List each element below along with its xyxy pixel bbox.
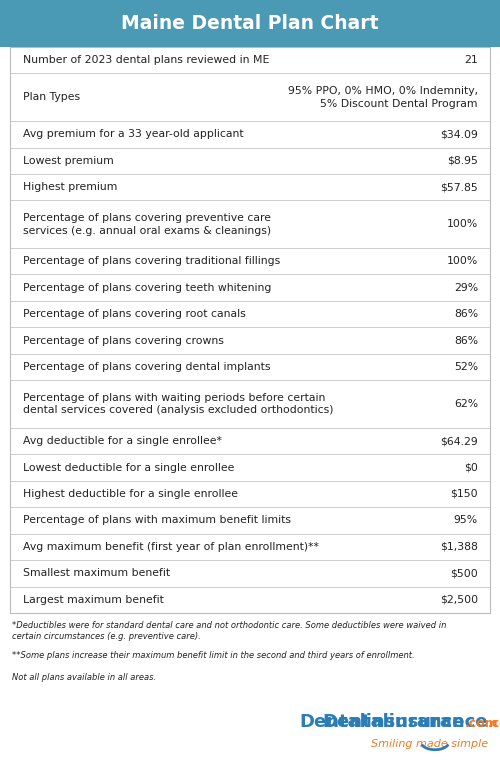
Text: Percentage of plans with waiting periods before certain
dental services covered : Percentage of plans with waiting periods… <box>23 392 334 415</box>
Text: Not all plans available in all areas.: Not all plans available in all areas. <box>12 673 156 682</box>
Text: $0: $0 <box>464 463 478 473</box>
Text: Percentage of plans covering root canals: Percentage of plans covering root canals <box>23 309 246 319</box>
Text: $150: $150 <box>450 489 478 499</box>
Text: **Some plans increase their maximum benefit limit in the second and third years : **Some plans increase their maximum bene… <box>12 651 414 660</box>
Text: Dentalinsurance: Dentalinsurance <box>322 713 488 731</box>
Text: 21: 21 <box>464 55 478 65</box>
Text: Lowest deductible for a single enrollee: Lowest deductible for a single enrollee <box>23 463 234 473</box>
Text: Avg maximum benefit (first year of plan enrollment)**: Avg maximum benefit (first year of plan … <box>23 542 319 552</box>
Text: 86%: 86% <box>454 309 478 319</box>
Text: 52%: 52% <box>454 362 478 372</box>
Text: Number of 2023 dental plans reviewed in ME: Number of 2023 dental plans reviewed in … <box>23 55 270 65</box>
FancyBboxPatch shape <box>0 0 500 47</box>
Text: .com: .com <box>465 717 498 730</box>
Text: Avg premium for a 33 year-old applicant: Avg premium for a 33 year-old applicant <box>23 129 244 139</box>
Text: Largest maximum benefit: Largest maximum benefit <box>23 594 164 605</box>
Text: 62%: 62% <box>454 399 478 409</box>
Text: Percentage of plans with maximum benefit limits: Percentage of plans with maximum benefit… <box>23 516 291 526</box>
Text: 95% PPO, 0% HMO, 0% Indemnity,
5% Discount Dental Program: 95% PPO, 0% HMO, 0% Indemnity, 5% Discou… <box>288 86 478 109</box>
Text: 29%: 29% <box>454 283 478 293</box>
Text: Smiling made simple: Smiling made simple <box>371 739 488 749</box>
Text: *Deductibles were for standard dental care and not orthodontic care. Some deduct: *Deductibles were for standard dental ca… <box>12 621 446 641</box>
Text: $57.85: $57.85 <box>440 182 478 192</box>
Text: 100%: 100% <box>447 220 478 230</box>
Text: Maine Dental Plan Chart: Maine Dental Plan Chart <box>121 14 379 33</box>
Text: Highest deductible for a single enrollee: Highest deductible for a single enrollee <box>23 489 238 499</box>
Text: Percentage of plans covering traditional fillings: Percentage of plans covering traditional… <box>23 256 280 266</box>
Text: Lowest premium: Lowest premium <box>23 156 114 166</box>
Text: $34.09: $34.09 <box>440 129 478 139</box>
Text: $2,500: $2,500 <box>440 594 478 605</box>
Text: Percentage of plans covering teeth whitening: Percentage of plans covering teeth white… <box>23 283 272 293</box>
Text: 100%: 100% <box>447 256 478 266</box>
Text: Highest premium: Highest premium <box>23 182 118 192</box>
Text: Dentalinsurance: Dentalinsurance <box>300 713 465 731</box>
Text: $8.95: $8.95 <box>447 156 478 166</box>
Text: .com: .com <box>488 717 500 730</box>
Text: Plan Types: Plan Types <box>23 93 80 103</box>
Text: Smallest maximum benefit: Smallest maximum benefit <box>23 568 170 578</box>
Text: $500: $500 <box>450 568 478 578</box>
Text: 95%: 95% <box>454 516 478 526</box>
Text: Percentage of plans covering crowns: Percentage of plans covering crowns <box>23 336 224 346</box>
Text: $64.29: $64.29 <box>440 436 478 446</box>
Text: Percentage of plans covering dental implants: Percentage of plans covering dental impl… <box>23 362 270 372</box>
Text: $1,388: $1,388 <box>440 542 478 552</box>
Text: Percentage of plans covering preventive care
services (e.g. annual oral exams & : Percentage of plans covering preventive … <box>23 213 271 236</box>
Text: 86%: 86% <box>454 336 478 346</box>
Text: Avg deductible for a single enrollee*: Avg deductible for a single enrollee* <box>23 436 222 446</box>
